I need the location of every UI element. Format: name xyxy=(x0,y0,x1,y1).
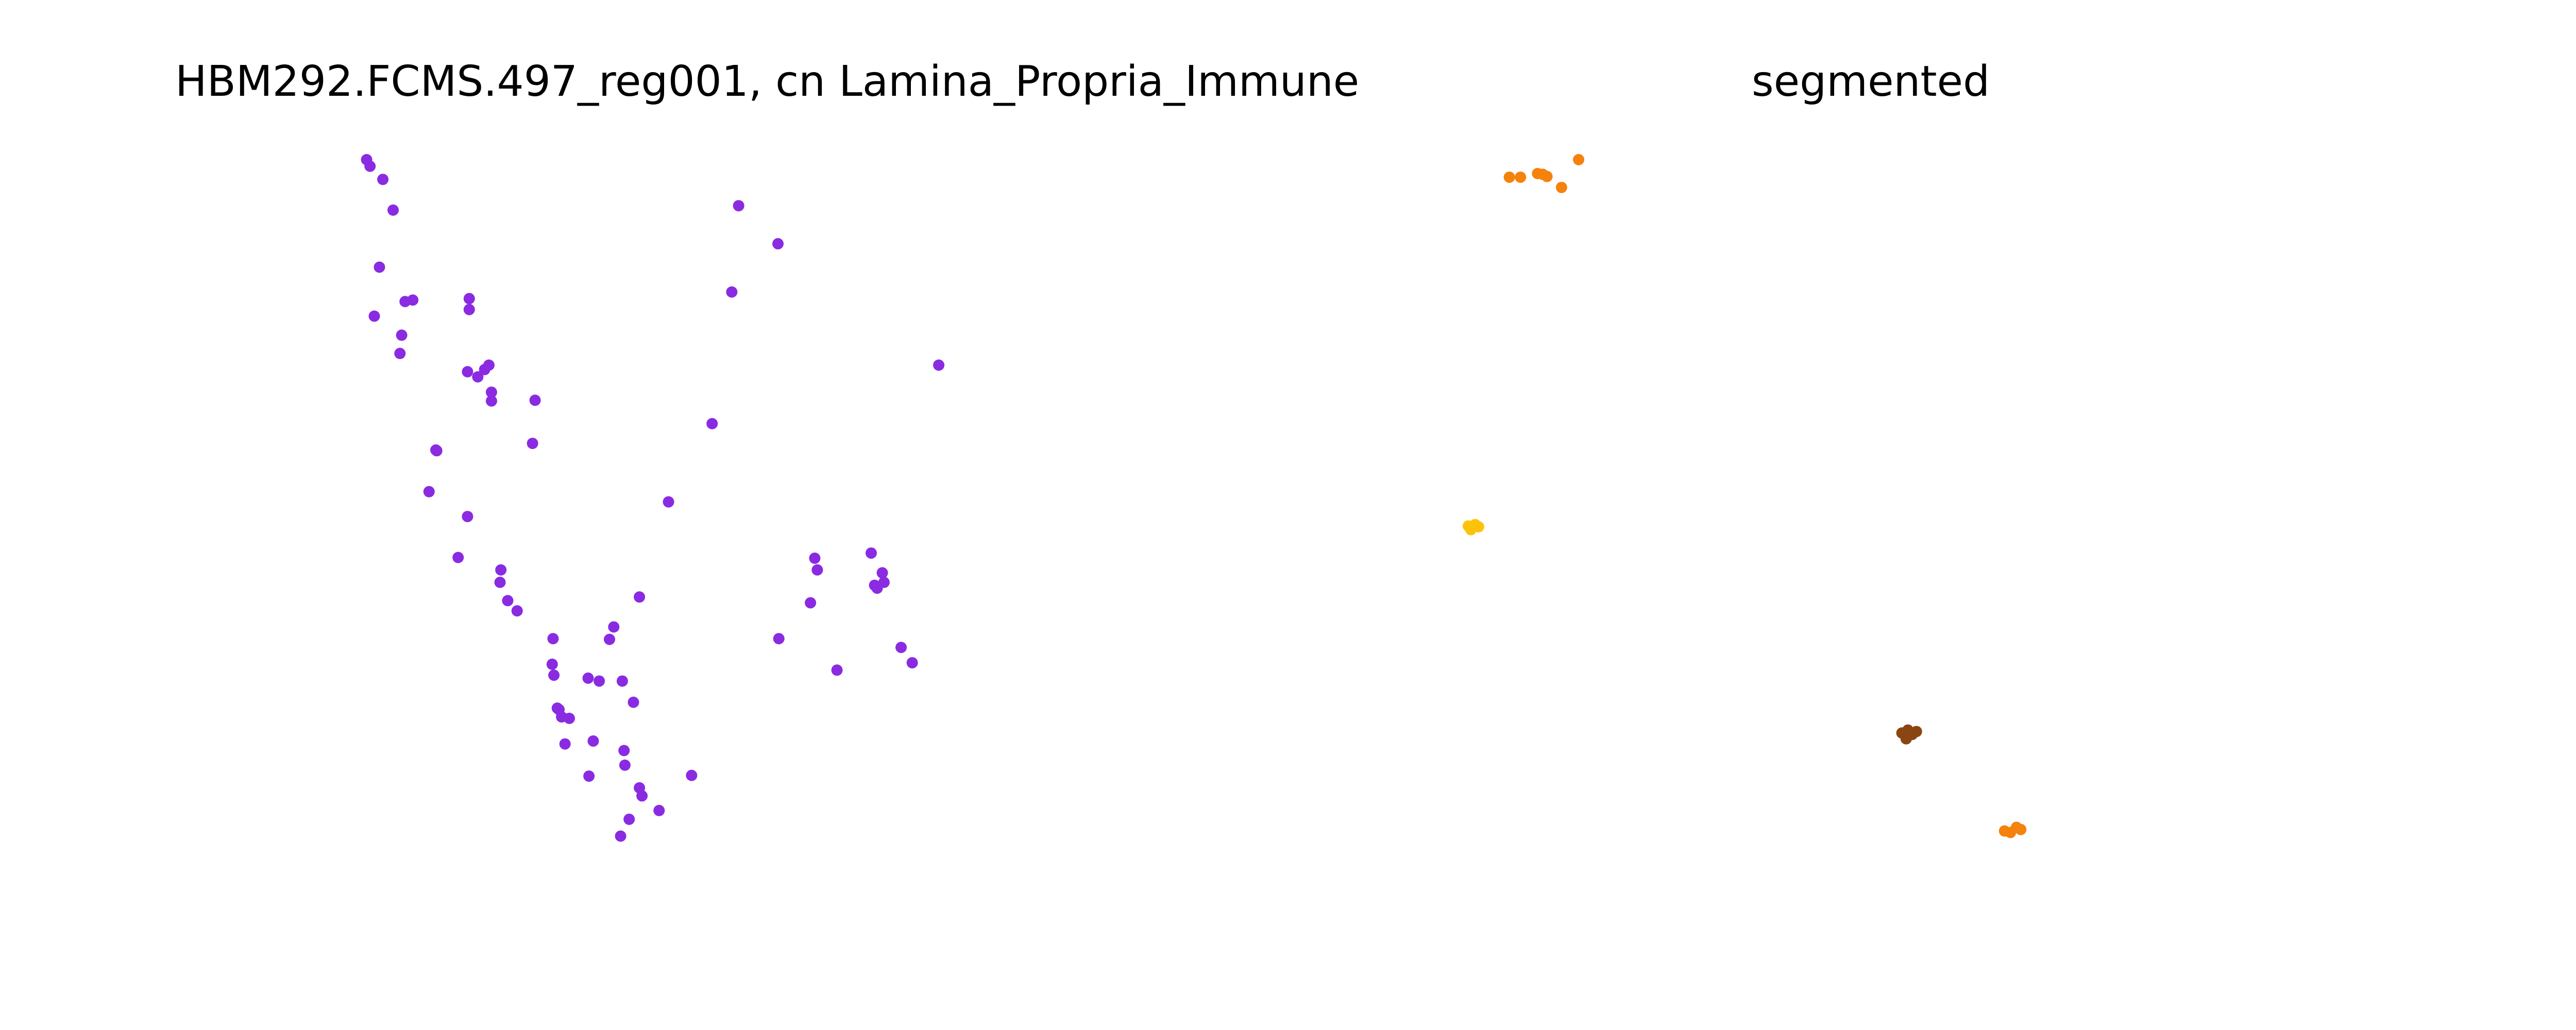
scatter-point xyxy=(452,552,464,563)
scatter-point xyxy=(463,304,475,316)
scatter-point xyxy=(608,621,620,633)
scatter-point xyxy=(483,359,495,371)
scatter-point xyxy=(368,310,380,322)
scatter-point xyxy=(811,564,823,576)
scatter-point xyxy=(1503,171,1515,183)
scatter-point xyxy=(733,200,744,212)
scatter-point xyxy=(364,160,376,172)
scatter-point xyxy=(663,496,674,508)
scatter-point xyxy=(583,770,595,782)
scatter-point xyxy=(869,579,880,591)
scatter-point xyxy=(529,394,541,406)
scatter-point xyxy=(706,418,718,430)
left-scatter-panel xyxy=(361,154,945,842)
scatter-point xyxy=(546,658,558,670)
scatter-point xyxy=(430,444,442,456)
scatter-point xyxy=(615,830,626,842)
scatter-point xyxy=(594,675,605,687)
scatter-point xyxy=(423,486,435,497)
left-panel-title: HBM292.FCMS.497_reg001, cn Lamina_Propri… xyxy=(175,57,1360,106)
scatter-point xyxy=(619,759,631,771)
scatter-point xyxy=(587,735,599,747)
scatter-point xyxy=(407,294,419,306)
scatter-point xyxy=(485,386,497,398)
scatter-point xyxy=(1910,726,1922,737)
scatter-point xyxy=(485,395,497,407)
scatter-point xyxy=(1555,181,1567,193)
scatter-point xyxy=(831,664,843,676)
scatter-point xyxy=(636,790,648,802)
scatter-point xyxy=(809,552,821,564)
scatter-point xyxy=(547,633,559,645)
scatter-point xyxy=(1541,170,1553,182)
scatter-point xyxy=(2015,823,2027,835)
scatter-point xyxy=(556,711,568,723)
right-panel-title: segmented xyxy=(1752,57,1990,106)
scatter-point xyxy=(396,329,408,341)
scatter-point xyxy=(511,605,523,617)
scatter-point xyxy=(387,204,399,216)
scatter-point xyxy=(394,348,406,359)
scatter-point xyxy=(527,437,538,449)
scatter-point xyxy=(1573,154,1585,165)
scatter-point xyxy=(634,591,646,603)
scatter-point xyxy=(726,286,738,298)
right-scatter-panel xyxy=(1462,154,2027,838)
scatter-point xyxy=(472,371,484,383)
scatter-point xyxy=(462,510,473,522)
scatter-point xyxy=(616,675,628,687)
scatter-point xyxy=(604,633,616,645)
scatter-point xyxy=(462,366,473,377)
scatter-point xyxy=(494,576,506,588)
scatter-point xyxy=(374,261,385,273)
scatter-point xyxy=(623,813,635,825)
scatter-point xyxy=(628,696,639,708)
scatter-point xyxy=(502,595,514,607)
scatter-point xyxy=(559,738,571,750)
scatter-point xyxy=(463,293,475,304)
scatter-point xyxy=(772,238,784,250)
scatter-point xyxy=(895,642,907,654)
scatter-point xyxy=(618,745,630,757)
scatter-point xyxy=(495,564,507,576)
scatter-point xyxy=(865,547,877,559)
scatter-point xyxy=(582,672,594,684)
scatter-point xyxy=(548,670,560,681)
scatter-point xyxy=(906,657,918,668)
scatter-point xyxy=(1472,521,1484,533)
scatter-point xyxy=(653,804,665,816)
scatter-point xyxy=(805,597,817,609)
scatter-point xyxy=(933,359,945,371)
scatter-point xyxy=(876,567,888,579)
scatter-point xyxy=(773,633,785,645)
scatter-point xyxy=(878,576,890,588)
scatter-point xyxy=(1515,171,1527,183)
scatter-point xyxy=(377,174,389,185)
scatter-point xyxy=(1900,733,1912,745)
scatter-point xyxy=(686,769,698,781)
